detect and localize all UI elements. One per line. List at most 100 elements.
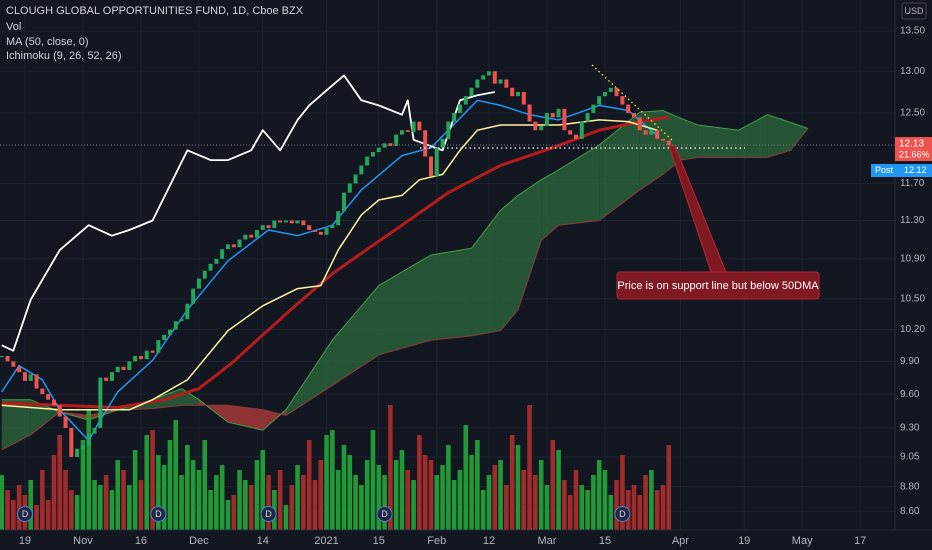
volume bbox=[0, 405, 672, 530]
candle bbox=[631, 113, 636, 118]
candle bbox=[591, 104, 596, 114]
candle bbox=[568, 130, 573, 135]
volume-bar bbox=[80, 440, 86, 530]
volume-bar bbox=[463, 425, 469, 530]
volume-bar bbox=[231, 495, 237, 530]
x-tick-label: Dec bbox=[189, 535, 209, 547]
volume-bar bbox=[144, 435, 150, 530]
volume-bar bbox=[614, 480, 619, 530]
x-tick-label: 16 bbox=[135, 535, 147, 547]
candle bbox=[312, 229, 317, 232]
volume-bar bbox=[475, 440, 480, 530]
y-tick-label: 10.90 bbox=[900, 254, 925, 265]
candle bbox=[434, 147, 439, 177]
candle bbox=[370, 152, 375, 157]
volume-bar bbox=[649, 470, 654, 530]
candle bbox=[167, 329, 172, 335]
x-tick-label: Mar bbox=[538, 535, 557, 547]
candle bbox=[492, 71, 497, 84]
candle bbox=[156, 340, 161, 353]
volume-bar bbox=[411, 480, 416, 530]
candle bbox=[92, 427, 97, 434]
x-tick-label: Apr bbox=[672, 535, 689, 547]
post-label: Post bbox=[875, 165, 894, 175]
volume-bar bbox=[295, 465, 300, 530]
cloud-edge bbox=[1, 128, 809, 451]
candle bbox=[376, 147, 381, 153]
candle bbox=[11, 361, 16, 367]
candle bbox=[643, 130, 648, 135]
volume-bar bbox=[150, 430, 155, 530]
volume-bar bbox=[388, 405, 393, 530]
candle bbox=[69, 427, 74, 457]
volume-bar bbox=[341, 445, 347, 530]
candle bbox=[243, 234, 248, 240]
candle bbox=[196, 278, 201, 289]
candle bbox=[202, 270, 207, 279]
volume-bar bbox=[521, 470, 527, 530]
cloud-segment bbox=[541, 169, 559, 241]
candle bbox=[597, 96, 602, 105]
candle bbox=[446, 121, 451, 139]
candle bbox=[550, 113, 555, 118]
volume-bar bbox=[5, 490, 10, 530]
cloud-segment bbox=[767, 114, 791, 158]
candle bbox=[115, 366, 120, 373]
post-price: 12.12 bbox=[904, 165, 927, 175]
volume-bar bbox=[498, 460, 503, 530]
volume-bar bbox=[434, 475, 440, 530]
candle bbox=[28, 374, 33, 381]
volume-bar bbox=[422, 455, 428, 530]
cloud-segment bbox=[285, 340, 333, 416]
base-line bbox=[1, 119, 658, 411]
candle bbox=[104, 377, 109, 381]
volume-bar bbox=[544, 485, 550, 530]
y-tick-label: 9.30 bbox=[900, 423, 920, 434]
candle bbox=[573, 134, 578, 139]
volume-bar bbox=[86, 410, 92, 530]
volume-bar bbox=[202, 440, 208, 530]
volume-bar bbox=[573, 470, 579, 530]
volume-bar bbox=[666, 445, 672, 530]
lagging-line bbox=[1, 74, 495, 352]
candle bbox=[109, 372, 114, 381]
candle bbox=[191, 288, 196, 304]
volume-bar bbox=[173, 420, 179, 530]
candle bbox=[307, 225, 312, 230]
chart-title: CLOUGH GLOBAL OPPORTUNITIES FUND, 1D, Cb… bbox=[6, 5, 304, 17]
candle bbox=[637, 117, 642, 131]
candle bbox=[614, 87, 619, 97]
volume-bar bbox=[504, 485, 509, 530]
candle bbox=[173, 321, 178, 330]
last-price-label: 12.13 bbox=[899, 139, 924, 150]
candle bbox=[278, 220, 283, 223]
volume-bar bbox=[45, 500, 51, 530]
candle bbox=[562, 108, 567, 131]
volume-bar bbox=[405, 470, 411, 530]
volume-bar bbox=[596, 460, 602, 530]
candle bbox=[220, 249, 225, 259]
x-tick-label: Feb bbox=[427, 535, 446, 547]
candle bbox=[405, 130, 410, 132]
cloud-segment bbox=[517, 179, 542, 310]
volume-bar bbox=[138, 480, 144, 530]
candle bbox=[46, 394, 51, 400]
candle bbox=[620, 96, 625, 105]
volume-bar bbox=[74, 495, 80, 530]
candle bbox=[359, 165, 364, 175]
price-axis-bg bbox=[895, 0, 932, 550]
volume-bar bbox=[382, 475, 387, 530]
volume-bar bbox=[353, 475, 358, 530]
candle bbox=[626, 104, 631, 114]
candle bbox=[133, 355, 138, 362]
volume-bar bbox=[393, 460, 399, 530]
volume-bar bbox=[324, 435, 329, 530]
x-tick-label: 12 bbox=[483, 535, 495, 547]
candle bbox=[0, 355, 4, 357]
y-tick-label: 9.60 bbox=[900, 389, 920, 400]
candle bbox=[86, 433, 91, 446]
candle bbox=[179, 319, 184, 322]
volume-bar bbox=[591, 475, 596, 530]
currency: USD bbox=[904, 6, 924, 16]
